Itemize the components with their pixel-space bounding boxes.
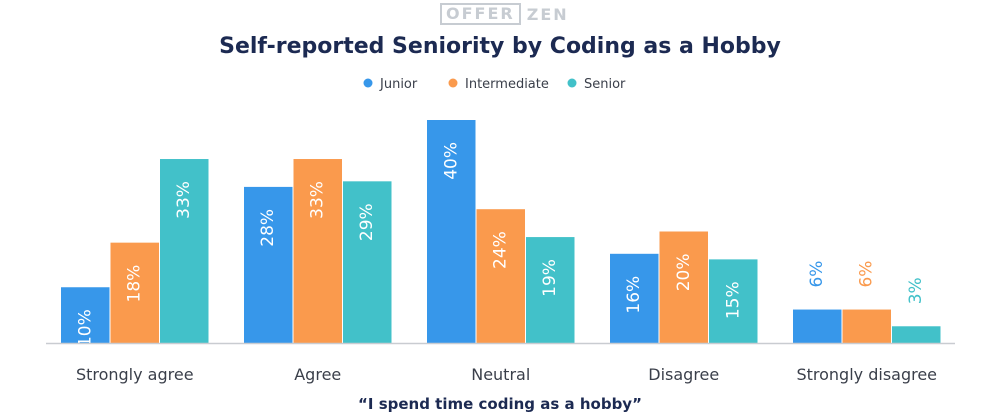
legend-marker-junior (363, 78, 373, 88)
bar-strongly-disagree-junior (793, 309, 842, 343)
data-label-disagree-senior: 15% (723, 281, 743, 319)
bar-neutral-junior (427, 120, 476, 343)
offerzen-logo: OFFER ZEN (440, 3, 569, 25)
bar-strongly-agree-senior (160, 159, 209, 343)
bar-neutral-intermediate (476, 209, 525, 343)
bar-strongly-disagree-senior (892, 326, 941, 343)
category-label-strongly-disagree: Strongly disagree (796, 365, 937, 384)
data-label-neutral-junior: 40% (441, 142, 461, 180)
legend-marker-intermediate (448, 78, 458, 88)
bar-strongly-agree-junior (61, 287, 110, 343)
bar-disagree-intermediate (659, 231, 708, 343)
legend-label-junior: Junior (379, 77, 418, 92)
data-label-strongly-agree-senior: 33% (174, 181, 194, 219)
bar-strongly-disagree-intermediate (842, 309, 891, 343)
chart-title: Self-reported Seniority by Coding as a H… (219, 34, 781, 59)
logo-right-text: ZEN (526, 4, 569, 24)
bar-agree-intermediate (293, 159, 342, 343)
data-label-agree-senior: 29% (357, 203, 377, 241)
data-label-disagree-junior: 16% (624, 276, 644, 314)
bar-agree-senior (343, 181, 392, 343)
x-axis-label: “I spend time coding as a hobby” (358, 395, 642, 413)
bar-strongly-agree-intermediate (110, 242, 159, 343)
data-label-agree-intermediate: 33% (308, 181, 328, 219)
bar-neutral-senior (526, 237, 575, 343)
data-label-disagree-intermediate: 20% (674, 254, 694, 292)
category-label-agree: Agree (294, 365, 341, 384)
data-label-strongly-agree-junior: 10% (75, 309, 95, 347)
legend-label-senior: Senior (584, 77, 626, 92)
data-label-strongly-disagree-intermediate: 6% (857, 261, 877, 288)
category-label-neutral: Neutral (471, 365, 530, 384)
logo-left-text: OFFER (440, 3, 521, 25)
data-label-agree-junior: 28% (258, 209, 278, 247)
category-label-strongly-agree: Strongly agree (76, 365, 194, 384)
bar-agree-junior (244, 186, 293, 343)
bar-disagree-senior (709, 259, 758, 343)
category-label-disagree: Disagree (648, 365, 719, 384)
data-label-neutral-senior: 19% (540, 259, 560, 297)
legend-marker-senior (567, 78, 577, 88)
legend-label-intermediate: Intermediate (465, 77, 549, 92)
data-label-strongly-agree-intermediate: 18% (125, 265, 145, 303)
data-label-neutral-intermediate: 24% (491, 231, 511, 269)
bar-disagree-junior (610, 253, 659, 343)
data-label-strongly-disagree-senior: 3% (906, 277, 926, 304)
data-label-strongly-disagree-junior: 6% (807, 261, 827, 288)
